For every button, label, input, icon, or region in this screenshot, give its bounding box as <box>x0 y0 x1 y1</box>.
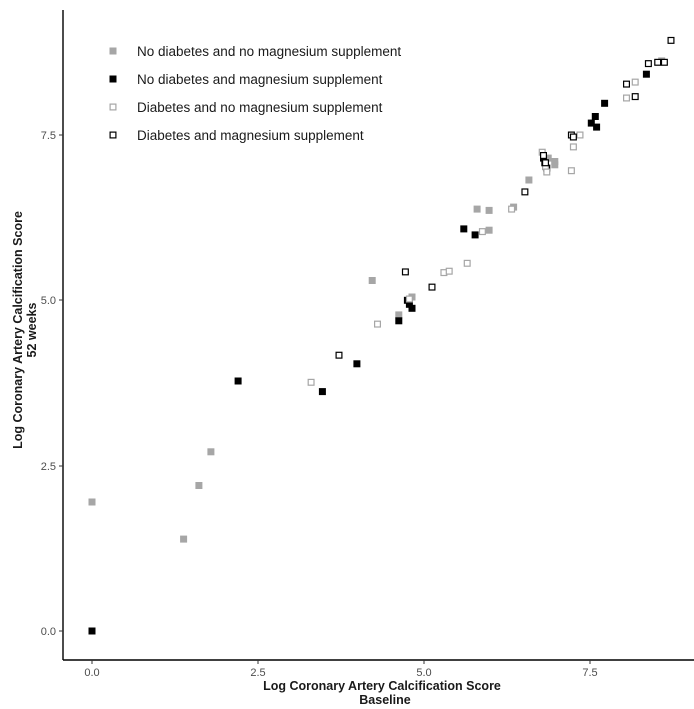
data-point <box>335 351 343 359</box>
data-point <box>485 226 493 234</box>
x-axis-ticks: 0.0 2.5 5.0 7.5 <box>84 660 598 679</box>
data-point <box>88 498 96 506</box>
data-point <box>631 93 639 101</box>
y-tick-label: 0.0 <box>41 626 56 638</box>
legend-item: Diabetes and no magnesium supplement <box>109 100 383 115</box>
data-point <box>567 167 575 175</box>
data-point <box>551 161 559 169</box>
data-point <box>541 159 549 167</box>
legend-item: No diabetes and no magnesium supplement <box>109 44 401 59</box>
y-axis-title-line2: 52 weeks <box>25 303 39 358</box>
data-point <box>395 311 403 319</box>
data-point <box>463 259 471 267</box>
data-point <box>667 36 675 44</box>
data-point <box>428 283 436 291</box>
data-point <box>587 119 595 127</box>
legend-label: Diabetes and magnesium supplement <box>137 128 364 143</box>
data-point <box>525 176 533 184</box>
legend-key <box>109 47 117 55</box>
data-point <box>539 152 547 160</box>
y-tick-label: 5.0 <box>41 295 56 307</box>
data-point <box>445 267 453 275</box>
y-tick-label: 7.5 <box>41 130 56 142</box>
legend-item: No diabetes and magnesium supplement <box>109 72 383 87</box>
legend-label: Diabetes and no magnesium supplement <box>137 100 383 115</box>
data-point <box>408 304 416 312</box>
legend-label: No diabetes and no magnesium supplement <box>137 44 401 59</box>
data-point <box>368 277 376 284</box>
data-point <box>631 78 639 86</box>
data-point <box>478 228 486 236</box>
legend-key <box>109 103 117 111</box>
data-point <box>471 231 479 239</box>
x-tick-label: 2.5 <box>250 667 265 679</box>
data-point <box>307 378 315 386</box>
x-tick-label: 5.0 <box>416 667 431 679</box>
data-point <box>508 205 516 213</box>
x-tick-label: 0.0 <box>84 667 99 679</box>
data-point <box>642 70 650 78</box>
data-points <box>88 36 675 635</box>
data-point <box>180 535 188 543</box>
legend-key <box>109 131 117 139</box>
legend-label: No diabetes and magnesium supplement <box>137 72 383 87</box>
data-point <box>569 133 577 141</box>
data-point <box>591 113 599 120</box>
data-point <box>395 317 403 325</box>
y-axis-title-line1: Log Coronary Artery Calcification Score <box>11 211 25 449</box>
data-point <box>622 80 630 88</box>
data-point <box>207 448 215 456</box>
y-axis-title: Log Coronary Artery Calcification Score … <box>11 211 39 449</box>
data-point <box>521 188 529 196</box>
data-point <box>473 205 481 213</box>
data-point <box>353 360 361 368</box>
data-point <box>460 225 468 233</box>
data-point <box>576 131 584 139</box>
data-point <box>654 58 662 66</box>
data-point <box>318 388 326 396</box>
data-point <box>88 627 96 635</box>
data-point <box>374 320 382 328</box>
data-point <box>622 94 630 102</box>
data-point <box>485 206 493 214</box>
y-axis-ticks: 0.0 2.5 5.0 7.5 <box>41 130 63 638</box>
legend: No diabetes and no magnesium supplement N… <box>109 44 401 143</box>
data-point <box>660 58 668 66</box>
legend-key <box>109 75 117 83</box>
data-point <box>195 482 203 489</box>
data-point <box>593 123 601 131</box>
data-point <box>405 295 413 303</box>
data-point <box>644 60 652 68</box>
x-tick-label: 7.5 <box>582 667 597 679</box>
x-axis-title-line2: Baseline <box>359 693 410 707</box>
series-diabetes-and-no-magnesium-supplement <box>307 78 639 386</box>
legend-item: Diabetes and magnesium supplement <box>109 128 364 143</box>
x-axis-title: Log Coronary Artery Calcification Score … <box>263 679 501 707</box>
y-tick-label: 2.5 <box>41 461 56 473</box>
data-point <box>405 300 413 308</box>
data-point <box>543 168 551 176</box>
x-axis-title-line1: Log Coronary Artery Calcification Score <box>263 679 501 693</box>
series-diabetes-and-magnesium-supplement <box>335 36 675 359</box>
data-point <box>544 154 552 162</box>
data-point <box>234 377 242 385</box>
data-point <box>569 143 577 151</box>
data-point <box>401 268 409 276</box>
data-point <box>601 99 609 107</box>
